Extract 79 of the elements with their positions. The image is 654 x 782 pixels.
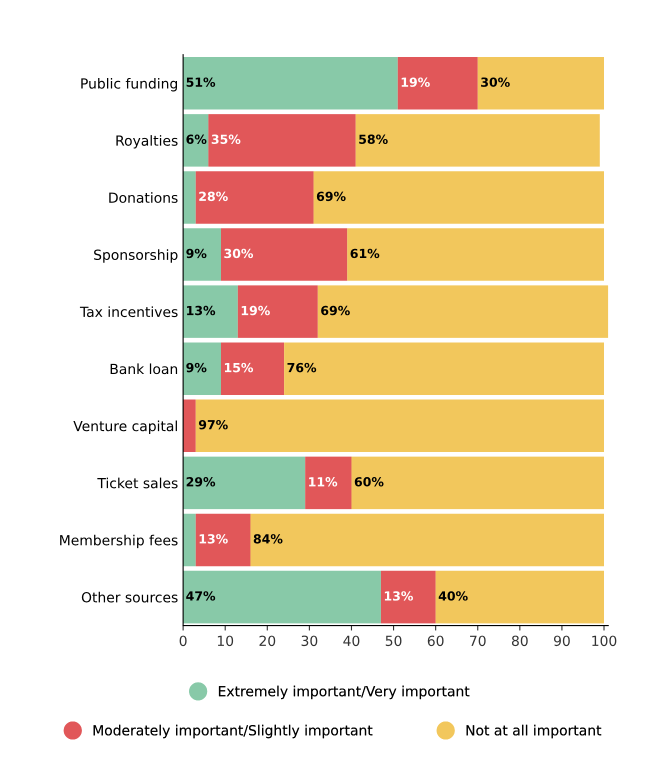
x-tick-label: 50 — [386, 636, 402, 646]
data-label: 6% — [186, 134, 206, 144]
bar — [196, 171, 314, 224]
y-tick-label: Venture capital — [73, 420, 177, 434]
x-tick-label: 20 — [259, 636, 276, 646]
data-label: 29% — [186, 477, 216, 487]
data-label: 15% — [224, 362, 254, 372]
data-label: 97% — [198, 420, 228, 430]
data-label: 51% — [186, 77, 216, 87]
y-tick-label: Royalties — [116, 135, 178, 149]
bar — [238, 285, 318, 338]
data-label: 30% — [224, 248, 254, 258]
bar — [183, 171, 196, 224]
data-label: 69% — [321, 306, 350, 316]
data-label: 9% — [186, 248, 206, 258]
bar — [305, 456, 352, 510]
bar — [183, 228, 221, 281]
data-label: 13% — [200, 534, 228, 544]
data-label: 69% — [316, 192, 346, 202]
x-tick-label: 60 — [428, 636, 444, 646]
data-label: 19% — [242, 306, 270, 316]
bar — [196, 514, 250, 566]
bar — [318, 285, 608, 338]
bar — [221, 228, 348, 281]
bar — [183, 342, 221, 395]
y-tick-label: Sponsorship — [94, 249, 178, 263]
data-label: 47% — [186, 591, 216, 601]
data-label: 13% — [187, 306, 216, 316]
bar — [183, 456, 306, 510]
data-label: 30% — [481, 77, 510, 87]
bar — [183, 57, 398, 110]
x-tick-label: 70 — [470, 636, 486, 646]
y-tick-label: Donations — [109, 192, 178, 203]
x-tick-label: 90 — [554, 636, 570, 646]
bar — [351, 456, 604, 510]
bar — [183, 400, 196, 452]
x-tick-label: 80 — [512, 636, 528, 646]
y-tick-label: Membership fees — [60, 534, 178, 548]
bar — [436, 570, 604, 624]
x-tick-label: 40 — [343, 636, 360, 646]
bar — [196, 400, 604, 452]
data-label: 84% — [254, 534, 283, 544]
data-label: 61% — [350, 248, 380, 258]
bar — [314, 171, 604, 224]
data-label: 13% — [384, 591, 413, 601]
y-tick-label: Tax incentives — [80, 306, 178, 318]
bar — [183, 114, 208, 167]
data-label: 60% — [354, 477, 384, 487]
data-label: 19% — [402, 77, 430, 87]
y-tick-label: Public funding — [81, 78, 177, 92]
bar — [183, 570, 381, 624]
x-tick-label: 10 — [218, 636, 234, 646]
y-tick-label: Ticket sales — [97, 478, 178, 488]
bar — [347, 228, 604, 281]
y-tick-label: Bank loan — [110, 363, 178, 374]
data-label: 35% — [212, 134, 240, 144]
bar — [398, 57, 478, 110]
bar — [208, 114, 356, 167]
bar — [221, 342, 284, 395]
bar — [183, 514, 196, 566]
data-label: 58% — [359, 134, 388, 144]
legend-label: Not at all important — [466, 724, 602, 738]
bar — [380, 570, 436, 624]
data-label: 11% — [309, 477, 338, 487]
data-label: 28% — [199, 192, 228, 202]
x-tick-label: 30 — [302, 636, 318, 646]
data-label: 9% — [186, 362, 206, 372]
bar — [183, 285, 238, 338]
legend-label: Moderately important/Slightly important — [94, 724, 372, 738]
legend-label: Extremely important/Very important — [218, 686, 470, 700]
bar — [284, 342, 604, 395]
data-label: 76% — [287, 362, 316, 372]
y-tick-label: Other sources — [82, 592, 178, 603]
x-tick-label: 0 — [180, 636, 187, 646]
data-label: 40% — [438, 591, 468, 601]
bar — [250, 514, 604, 566]
x-tick-label: 100 — [592, 636, 616, 646]
bar — [478, 57, 604, 110]
bar — [356, 114, 600, 167]
